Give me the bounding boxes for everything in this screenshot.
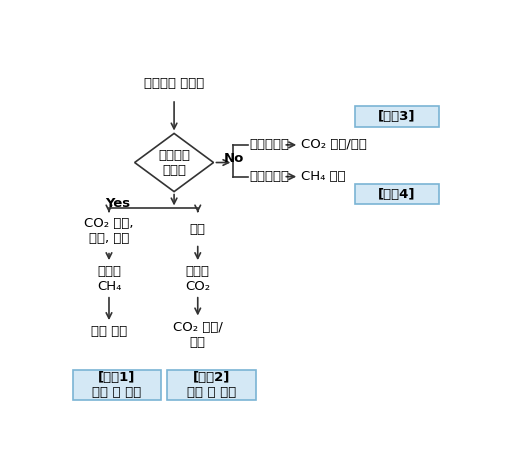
Text: Yes: Yes [105,197,131,211]
FancyBboxPatch shape [355,184,439,204]
Text: [공정2]
연소 후 회수: [공정2] 연소 후 회수 [187,371,236,399]
Text: No: No [223,153,244,165]
Text: CO₂ 선별,
흡착, 분리: CO₂ 선별, 흡착, 분리 [84,217,134,245]
Text: 중소규모 매립지: 중소규모 매립지 [144,76,204,90]
Text: CO₂ 흡수/
고정: CO₂ 흡수/ 고정 [173,322,222,349]
Text: 매립가스
자원화: 매립가스 자원화 [158,148,190,176]
Text: [공정1]
연소 전 회수: [공정1] 연소 전 회수 [92,371,142,399]
Text: CH₄ 방기: CH₄ 방기 [301,170,346,183]
Text: 고농도
CO₂: 고농도 CO₂ [185,265,210,293]
Text: 간이소각기: 간이소각기 [250,138,290,152]
Text: [공정4]: [공정4] [378,188,416,201]
Text: CO₂ 흡수/고정: CO₂ 흡수/고정 [301,138,367,152]
Text: 고순도
CH₄: 고순도 CH₄ [97,265,121,293]
FancyBboxPatch shape [72,370,161,400]
Text: 유효 이용: 유효 이용 [91,325,127,338]
Text: 광물탄산화: 광물탄산화 [250,170,290,183]
Text: [공정3]: [공정3] [378,110,416,123]
FancyBboxPatch shape [355,106,439,127]
FancyBboxPatch shape [167,370,256,400]
Text: 발전: 발전 [190,223,206,236]
